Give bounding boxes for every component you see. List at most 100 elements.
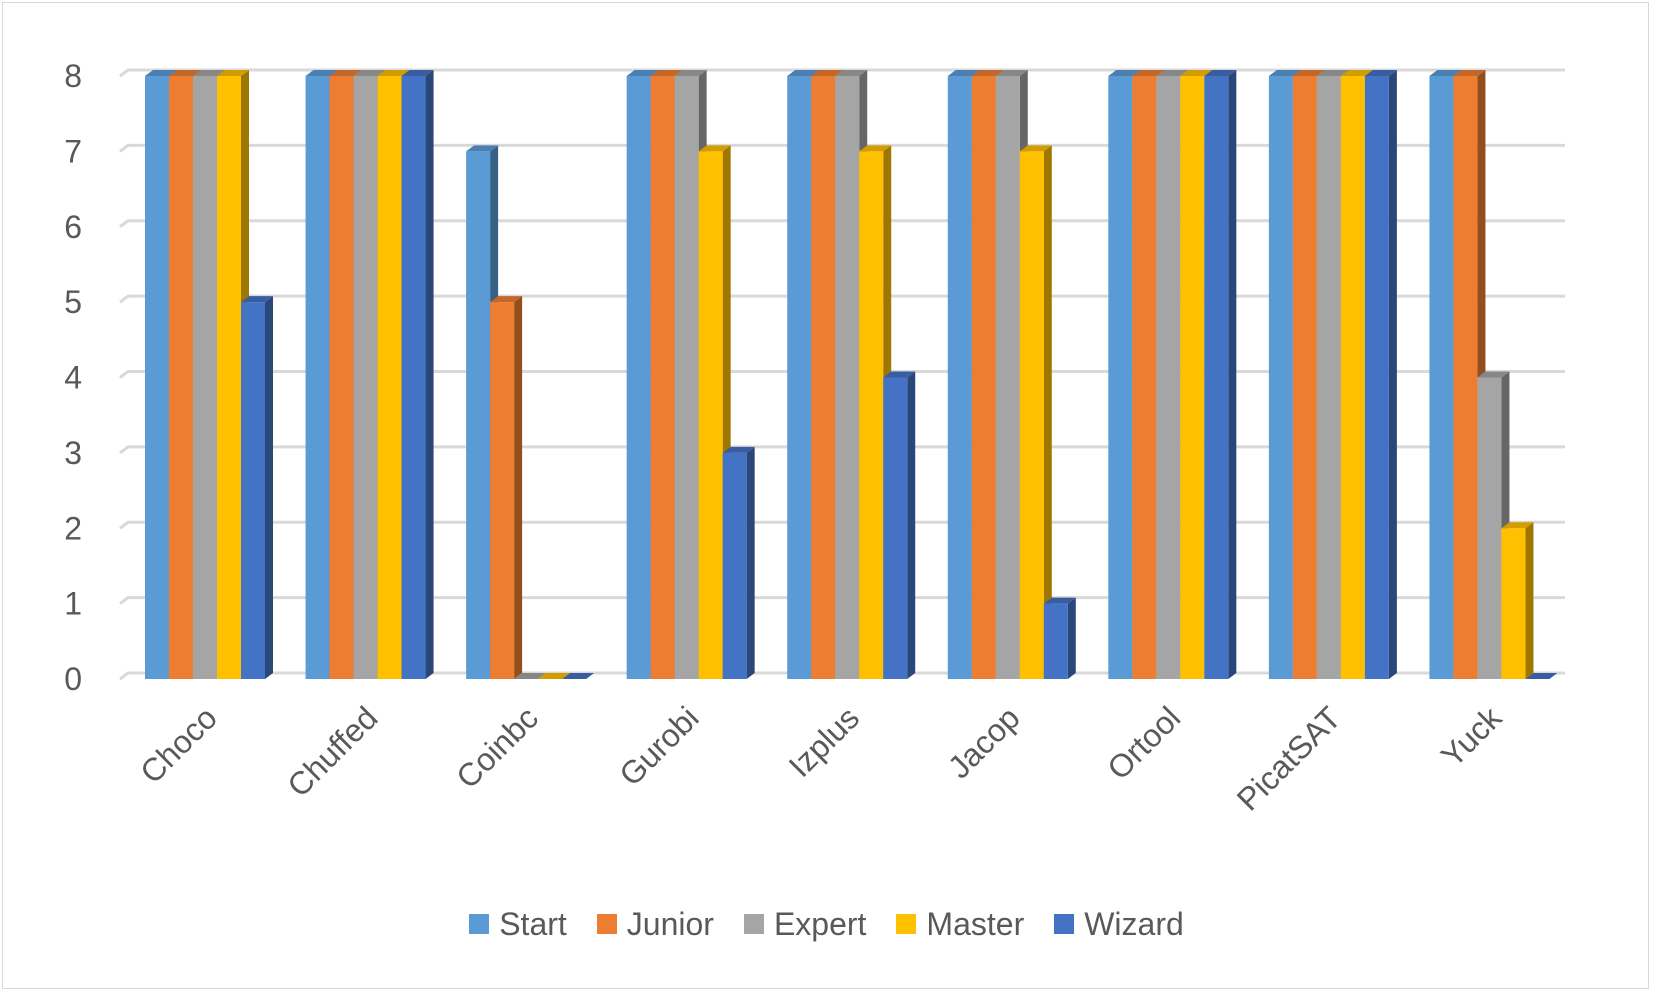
bar-front: [1316, 76, 1341, 679]
bar-side: [1043, 145, 1052, 679]
bar-jacop-wizard: [1043, 597, 1076, 679]
bar-front: [1364, 76, 1389, 679]
x-category-label: Jacop: [941, 699, 1027, 785]
bar-front: [1108, 76, 1133, 679]
bar-front: [169, 76, 193, 679]
y-tick-label: 5: [64, 284, 82, 320]
bar-top: [217, 70, 249, 76]
x-axis-categories: Choco Chuffed Coinbc Gurobi Izplus Jacop Ortoo…: [133, 699, 1509, 818]
bar-front: [698, 151, 723, 679]
bar-top: [674, 70, 707, 76]
bar-top: [1525, 673, 1558, 679]
gridline: [119, 219, 1565, 228]
y-tick-label: 0: [64, 661, 82, 697]
bar-front: [947, 76, 972, 679]
bar-side: [907, 371, 916, 679]
bar-front: [811, 76, 836, 679]
bar-front: [193, 76, 217, 679]
bar-front: [1477, 377, 1502, 679]
bar-top: [1043, 597, 1076, 604]
legend-label: Expert: [773, 905, 867, 942]
legend-item-start: Start: [469, 906, 567, 943]
x-category-label: Gurobi: [612, 699, 705, 792]
bar-izplus-wizard: [883, 371, 916, 679]
bar-top: [1429, 70, 1462, 76]
bar-front: [401, 76, 426, 679]
bar-ortool-wizard: [1204, 70, 1237, 679]
legend-label: Start: [499, 905, 567, 942]
bar-front: [1340, 76, 1365, 679]
bar-top: [1292, 70, 1325, 76]
y-tick-label: 6: [64, 209, 82, 245]
bar-top: [193, 70, 225, 76]
bar-top: [722, 446, 755, 453]
bar-front: [490, 302, 515, 679]
bar-front: [353, 76, 378, 679]
bar-side: [1525, 522, 1534, 679]
bar-side: [514, 296, 523, 679]
bar-front: [217, 76, 241, 679]
bar-front: [1019, 151, 1044, 679]
bar-top: [787, 70, 820, 76]
x-category-label: Coinbc: [449, 699, 545, 795]
gridline: [119, 143, 1565, 153]
legend-swatch: [1054, 914, 1075, 934]
bar-top: [401, 70, 434, 76]
bar-top: [626, 70, 659, 76]
bar-top: [538, 673, 571, 679]
bar-coinbc-junior: [490, 296, 523, 679]
bar-yuck-wizard: [1525, 673, 1558, 679]
bar-gurobi-wizard: [722, 446, 755, 679]
bar-coinbc-expert: [514, 673, 547, 679]
gridline: [119, 68, 1565, 78]
bar-top: [1501, 522, 1534, 529]
bar-front: [377, 76, 402, 679]
bar-front: [859, 151, 884, 679]
gridline: [119, 596, 1565, 605]
y-tick-label: 7: [64, 133, 82, 169]
legend-label: Junior: [626, 905, 714, 942]
bar-front: [971, 76, 996, 679]
gridline: [119, 370, 1565, 379]
bar-top: [1156, 70, 1189, 76]
bar-coinbc-master: [538, 673, 571, 679]
bar-front: [1501, 528, 1526, 679]
gridlines: [119, 68, 1565, 681]
bar-top: [514, 673, 547, 679]
bar-top: [1477, 371, 1510, 378]
x-category-label: Yuck: [1434, 699, 1509, 774]
bar-front: [787, 76, 812, 679]
bar-front: [145, 76, 169, 679]
bar-side: [425, 70, 434, 679]
bar-top: [562, 673, 595, 679]
legend-item-junior: Junior: [596, 905, 714, 943]
bar-top: [698, 145, 731, 152]
bar-picatsat-wizard: [1364, 70, 1397, 679]
bar-top: [1132, 70, 1165, 76]
bar-top: [995, 70, 1028, 76]
bar-front: [835, 76, 860, 679]
bar-front: [722, 452, 747, 679]
bar-front: [1453, 76, 1478, 679]
bar-top: [859, 145, 892, 152]
bar-top: [835, 70, 868, 76]
y-tick-label: 3: [64, 435, 82, 471]
bar-top: [971, 70, 1004, 76]
y-tick-label: 8: [64, 58, 82, 94]
bar-top: [1180, 70, 1213, 76]
bar-front: [883, 377, 908, 679]
bar-top: [1108, 70, 1141, 76]
x-category-label: PicatSAT: [1230, 699, 1348, 817]
legend-swatch: [469, 914, 490, 934]
bar-top: [169, 70, 201, 76]
legend: Start Junior Expert Master Wizard: [0, 900, 1653, 948]
legend-item-master: Master: [896, 906, 1024, 943]
bar-front: [241, 302, 265, 679]
bar-top: [329, 70, 362, 76]
bar-front: [305, 76, 330, 679]
bar-front: [1429, 76, 1454, 679]
bar-yuck-master: [1501, 522, 1534, 679]
bar-front: [1156, 76, 1181, 679]
bar-top: [1364, 70, 1397, 76]
x-category-label: Chuffed: [280, 699, 384, 803]
